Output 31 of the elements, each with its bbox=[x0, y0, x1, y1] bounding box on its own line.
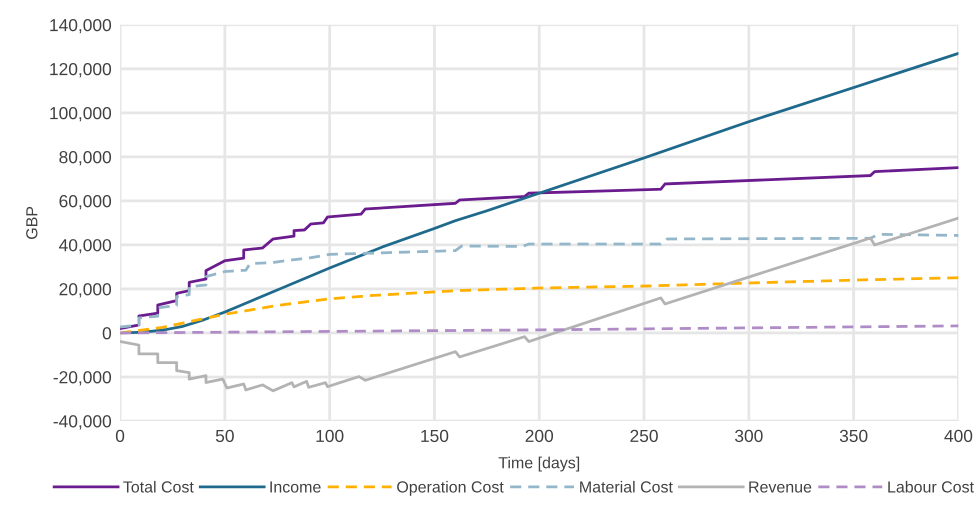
y-tick-label: 60,000 bbox=[60, 195, 112, 210]
y-tick-label: 0 bbox=[102, 327, 112, 340]
x-tick-label: 400 bbox=[944, 430, 972, 442]
x-tick-label: 300 bbox=[735, 430, 763, 442]
legend-label: Revenue bbox=[749, 481, 812, 493]
line-series bbox=[120, 276, 958, 334]
legend-label: Operation Cost bbox=[397, 480, 504, 496]
y-tick-label: 40,000 bbox=[59, 239, 112, 254]
legend-label: Labour Cost bbox=[888, 480, 974, 493]
legend-label: Material Cost bbox=[580, 480, 673, 493]
x-tick-label: 0 bbox=[116, 430, 124, 442]
y-tick-label: 140,000 bbox=[50, 18, 112, 34]
y-axis-title: GBP bbox=[26, 206, 38, 239]
x-tick-label: 150 bbox=[421, 430, 448, 442]
x-tick-label: 50 bbox=[216, 430, 234, 442]
y-tick-label: -40,000 bbox=[54, 415, 112, 430]
y-tick-label: 100,000 bbox=[50, 107, 112, 122]
x-tick-label: 250 bbox=[630, 430, 658, 442]
line-series bbox=[120, 166, 958, 330]
line-series bbox=[120, 216, 958, 392]
legend-label: Total Cost bbox=[123, 480, 194, 493]
x-tick-label: 200 bbox=[526, 430, 554, 442]
x-tick-label: 100 bbox=[316, 430, 344, 442]
y-tick-label: -20,000 bbox=[54, 371, 112, 386]
x-tick-label: 350 bbox=[840, 430, 868, 442]
y-tick-label: 20,000 bbox=[59, 283, 112, 298]
legend-label: Income bbox=[270, 481, 321, 493]
line-series bbox=[120, 232, 958, 328]
y-tick-label: 80,000 bbox=[59, 151, 112, 166]
x-axis-title: Time [days] bbox=[498, 456, 580, 472]
y-tick-label: 120,000 bbox=[50, 62, 112, 78]
